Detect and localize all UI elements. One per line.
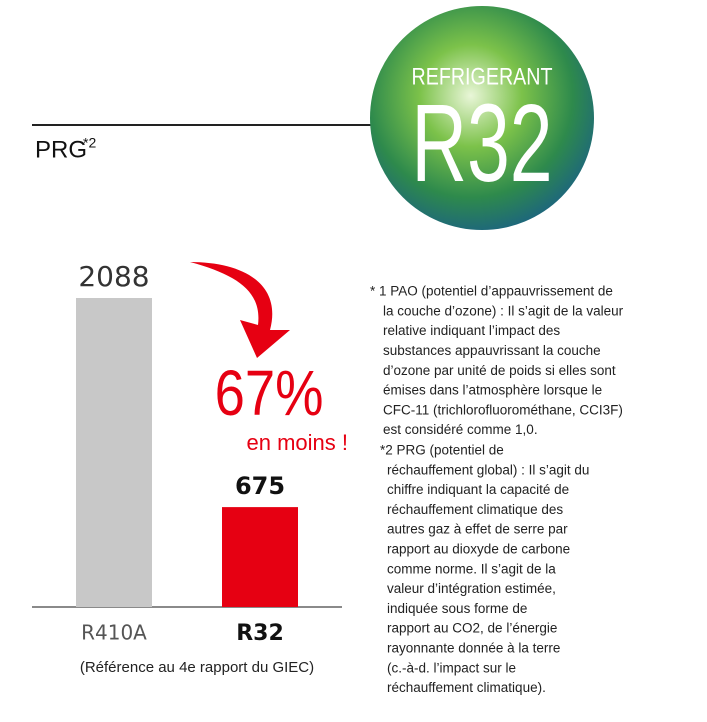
footnote-line: rapport au dioxyde de carbone: [387, 541, 570, 556]
chart-title: PRG: [35, 136, 87, 163]
footnote-line: d’ozone par unité de poids si elles sont: [383, 363, 616, 378]
footnote-line: * 1 PAO (potentiel d’appauvrissement de: [370, 284, 613, 299]
reduction-arrow: [190, 262, 290, 358]
footnote-line: indiquée sous forme de: [387, 601, 527, 616]
footnote-line: réchauffement climatique).: [387, 680, 546, 695]
footnote-line: relative indiquant l’impact des: [383, 323, 560, 338]
footnote-line: substances appauvrissant la couche: [383, 343, 601, 358]
footnote-line: (c.-à-d. l’impact sur le: [387, 660, 516, 675]
footnote-line: rapport au CO2, de l’énergie: [387, 621, 557, 636]
logo: REFRIGERANT R32: [370, 6, 594, 230]
value-label: 2088: [78, 260, 149, 293]
footnote-line: la couche d’ozone) : Il s’agit de la val…: [383, 303, 624, 318]
chart: PRG *2 REFRIGERANT R32 67% en moins ! (R…: [0, 0, 707, 722]
reference-note: (Référence au 4e rapport du GIEC): [80, 659, 314, 676]
footnote-line: *2 PRG (potentiel de: [380, 442, 504, 457]
footnote-line: comme norme. Il s’agit de la: [387, 561, 556, 576]
value-label: 675: [235, 472, 285, 500]
reduction-percent: 67%: [215, 357, 324, 429]
x-tick-label: R410A: [81, 621, 147, 645]
footnote-line: réchauffement global) : Il s’agit du: [387, 462, 589, 477]
footnote-line: rayonnante donnée à la terre: [387, 640, 560, 655]
footnote-line: chiffre indiquant la capacité de: [387, 482, 569, 497]
footnote-line: CFC-11 (trichlorofluorométhane, CCI3F): [383, 402, 623, 417]
footnote-line: réchauffement climatique des: [387, 502, 563, 517]
footnote-line: émises dans l’atmosphère lorsque le: [383, 383, 602, 398]
logo-main: R32: [411, 83, 552, 206]
title-superscript: *2: [83, 135, 96, 151]
footnote-line: autres gaz à effet de serre par: [387, 522, 568, 537]
footnotes: * 1 PAO (potentiel d’appauvrissement de l…: [370, 284, 624, 696]
footnote-line: est considéré comme 1,0.: [383, 422, 538, 437]
bar: [76, 298, 152, 607]
reduction-note: en moins !: [247, 430, 349, 455]
bar: [222, 507, 298, 607]
x-tick-label: R32: [236, 621, 284, 646]
footnote-line: valeur d’intégration estimée,: [387, 581, 556, 596]
